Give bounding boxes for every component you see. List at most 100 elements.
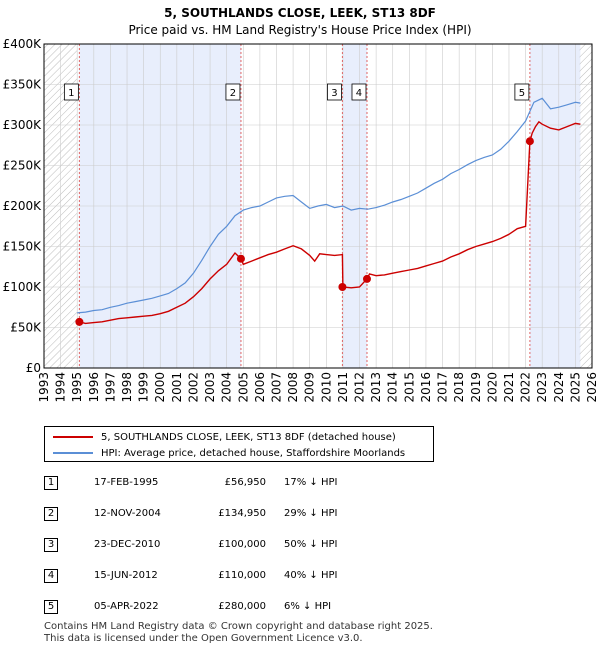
sale-label-number: 2 <box>230 88 236 99</box>
x-tick-label: 1998 <box>120 372 134 403</box>
sale-number: 5 <box>44 600 58 614</box>
sale-label-box <box>63 83 79 101</box>
sale-point <box>236 254 245 263</box>
x-tick-label: 2001 <box>170 372 184 403</box>
x-tick-label: 2004 <box>220 372 234 403</box>
legend-item-hpi: HPI: Average price, detached house, Staf… <box>53 445 405 461</box>
plot-area: 1 2 3 4 5 £0 £50K £100K £150K £200K £250K £300K £350… <box>3 37 599 403</box>
sale-label-number: 1 <box>68 88 74 99</box>
table-row: 2 12-NOV-2004 £134,950 29% ↓ HPI <box>44 505 404 525</box>
sale-point <box>75 317 84 326</box>
sale-label-box <box>514 83 530 101</box>
y-tick-label: £250K <box>3 159 43 173</box>
x-tick-label: 2011 <box>336 372 350 403</box>
sale-date: 23-DEC-2010 <box>94 539 161 550</box>
sale-hpi-diff: 50% ↓ HPI <box>284 539 338 550</box>
x-tick-label: 2000 <box>153 372 167 403</box>
sale-point <box>362 274 371 283</box>
x-tick-label: 1994 <box>54 372 68 403</box>
x-tick-label: 2012 <box>353 372 367 403</box>
x-tick-label: 2022 <box>519 372 533 403</box>
x-tick-label: 2009 <box>303 372 317 403</box>
sale-label-number: 5 <box>519 88 525 99</box>
chart: 5, SOUTHLANDS CLOSE, LEEK, ST13 8DF Pric… <box>3 6 599 403</box>
chart-title: 5, SOUTHLANDS CLOSE, LEEK, ST13 8DF <box>164 6 436 20</box>
legend-label-hpi: HPI: Average price, detached house, Staf… <box>101 447 406 459</box>
sale-point <box>338 283 347 291</box>
plot-frame <box>43 43 593 369</box>
sale-point <box>525 137 534 146</box>
sale-hpi-diff: 6% ↓ HPI <box>284 601 332 612</box>
sale-date: 12-NOV-2004 <box>94 508 161 519</box>
sale-number: 2 <box>44 507 58 521</box>
x-tick-label: 2024 <box>552 372 566 403</box>
x-tick-label: 2013 <box>369 372 383 403</box>
x-tick-label: 2015 <box>402 372 416 403</box>
footer-licence: This data is licensed under the Open Gov… <box>44 633 363 644</box>
x-tick-label: 2003 <box>203 372 217 403</box>
x-tick-label: 1999 <box>137 372 151 403</box>
table-row: 4 15-JUN-2012 £110,000 40% ↓ HPI <box>44 567 404 587</box>
x-tick-label: 2002 <box>186 372 200 403</box>
table-row: 1 17-FEB-1995 £56,950 17% ↓ HPI <box>44 474 404 494</box>
sale-price: £110,000 <box>218 570 266 581</box>
y-tick-label: £0 <box>26 361 41 375</box>
sale-price: £134,950 <box>218 508 266 519</box>
x-tick-label: 2008 <box>286 372 300 403</box>
hpi-line <box>77 97 581 314</box>
x-tick-label: 2017 <box>436 372 450 403</box>
x-tick-label: 2020 <box>485 372 499 403</box>
property-price-line <box>79 120 581 325</box>
chart-subtitle: Price paid vs. HM Land Registry's House … <box>128 23 471 37</box>
sale-date: 17-FEB-1995 <box>94 477 159 488</box>
sale-price: £56,950 <box>224 477 266 488</box>
legend-item-property: 5, SOUTHLANDS CLOSE, LEEK, ST13 8DF (det… <box>53 429 396 445</box>
table-row: 3 23-DEC-2010 £100,000 50% ↓ HPI <box>44 536 404 556</box>
sale-label-number: 4 <box>356 88 362 99</box>
x-tick-label: 2023 <box>535 372 549 403</box>
legend-label-property: 5, SOUTHLANDS CLOSE, LEEK, ST13 8DF (det… <box>101 431 396 443</box>
sale-label-number: 3 <box>331 88 337 99</box>
sale-label-box <box>351 83 367 101</box>
x-tick-label: 2025 <box>568 372 582 403</box>
x-tick-label: 2018 <box>452 372 466 403</box>
y-tick-label: £100K <box>3 280 43 294</box>
sale-hpi-diff: 40% ↓ HPI <box>284 570 338 581</box>
x-tick-label: 2010 <box>319 372 333 403</box>
x-tick-label: 1993 <box>37 372 51 403</box>
sale-hpi-diff: 29% ↓ HPI <box>284 508 338 519</box>
y-tick-label: £350K <box>3 78 43 92</box>
legend-swatch-hpi <box>53 452 93 454</box>
sale-number: 1 <box>44 476 58 490</box>
footer: Contains HM Land Registry data © Crown c… <box>44 621 433 645</box>
legend-swatch-property <box>53 436 93 438</box>
table-row: 5 05-APR-2022 £280,000 6% ↓ HPI <box>44 598 404 618</box>
y-tick-label: £300K <box>3 118 43 132</box>
y-tick-label: £50K <box>10 321 42 335</box>
footer-copyright: Contains HM Land Registry data © Crown c… <box>44 621 433 632</box>
sale-date: 15-JUN-2012 <box>94 570 158 581</box>
x-tick-label: 2019 <box>469 372 483 403</box>
legend: 5, SOUTHLANDS CLOSE, LEEK, ST13 8DF (det… <box>44 426 434 462</box>
x-tick-label: 2006 <box>253 372 267 403</box>
sale-number: 4 <box>44 569 58 583</box>
sale-number: 3 <box>44 538 58 552</box>
sale-label-box <box>225 83 241 101</box>
sale-label-box <box>327 83 342 101</box>
y-tick-label: £400K <box>3 37 43 51</box>
x-tick-label: 1996 <box>87 372 101 403</box>
x-tick-label: 2005 <box>236 372 250 403</box>
sale-price: £100,000 <box>218 539 266 550</box>
x-tick-label: 2014 <box>386 372 400 403</box>
sale-hpi-diff: 17% ↓ HPI <box>284 477 338 488</box>
sale-date: 05-APR-2022 <box>94 601 159 612</box>
x-tick-label: 1997 <box>103 372 117 403</box>
sale-price: £280,000 <box>218 601 266 612</box>
x-tick-label: 1995 <box>70 372 84 403</box>
y-tick-label: £150K <box>3 240 43 254</box>
x-tick-label: 2026 <box>585 372 599 403</box>
x-tick-label: 2021 <box>502 372 516 403</box>
y-tick-label: £200K <box>3 199 43 213</box>
x-tick-label: 2016 <box>419 372 433 403</box>
x-tick-label: 2007 <box>269 372 283 403</box>
